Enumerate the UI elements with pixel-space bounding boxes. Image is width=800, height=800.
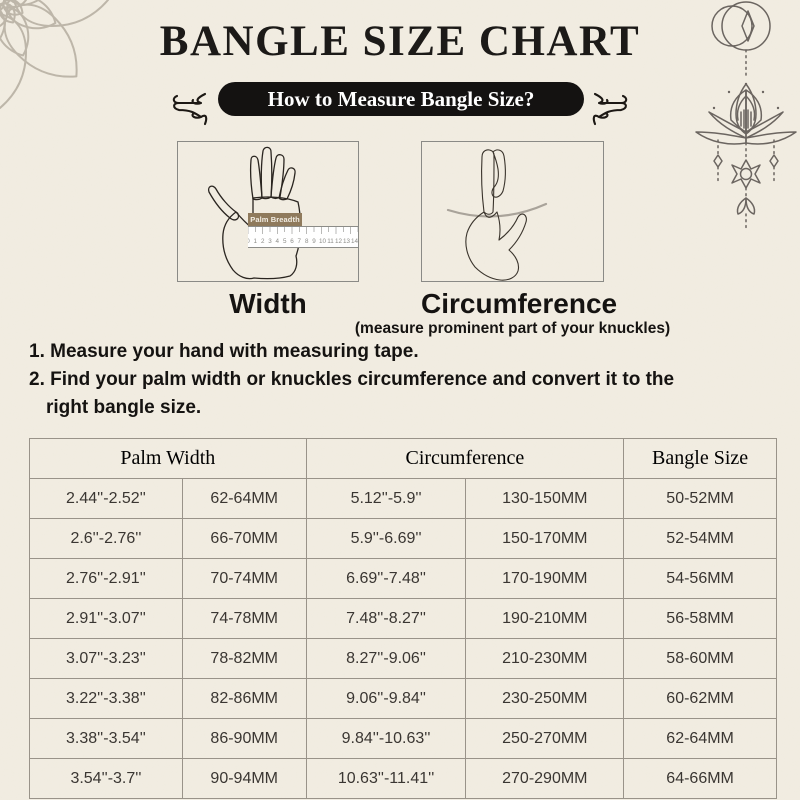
- svg-text:13: 13: [343, 238, 351, 245]
- svg-text:8: 8: [305, 238, 309, 245]
- svg-text:0: 0: [248, 238, 250, 245]
- svg-text:9: 9: [312, 238, 316, 245]
- svg-text:7: 7: [298, 238, 302, 245]
- svg-text:3: 3: [268, 238, 272, 245]
- svg-text:2: 2: [261, 238, 265, 245]
- svg-text:12: 12: [335, 238, 343, 245]
- svg-text:11: 11: [327, 238, 334, 245]
- svg-text:10: 10: [319, 238, 327, 245]
- svg-text:6: 6: [290, 238, 294, 245]
- svg-text:1: 1: [254, 238, 258, 245]
- svg-text:5: 5: [283, 238, 287, 245]
- svg-text:4: 4: [276, 238, 280, 245]
- svg-text:14: 14: [351, 238, 358, 245]
